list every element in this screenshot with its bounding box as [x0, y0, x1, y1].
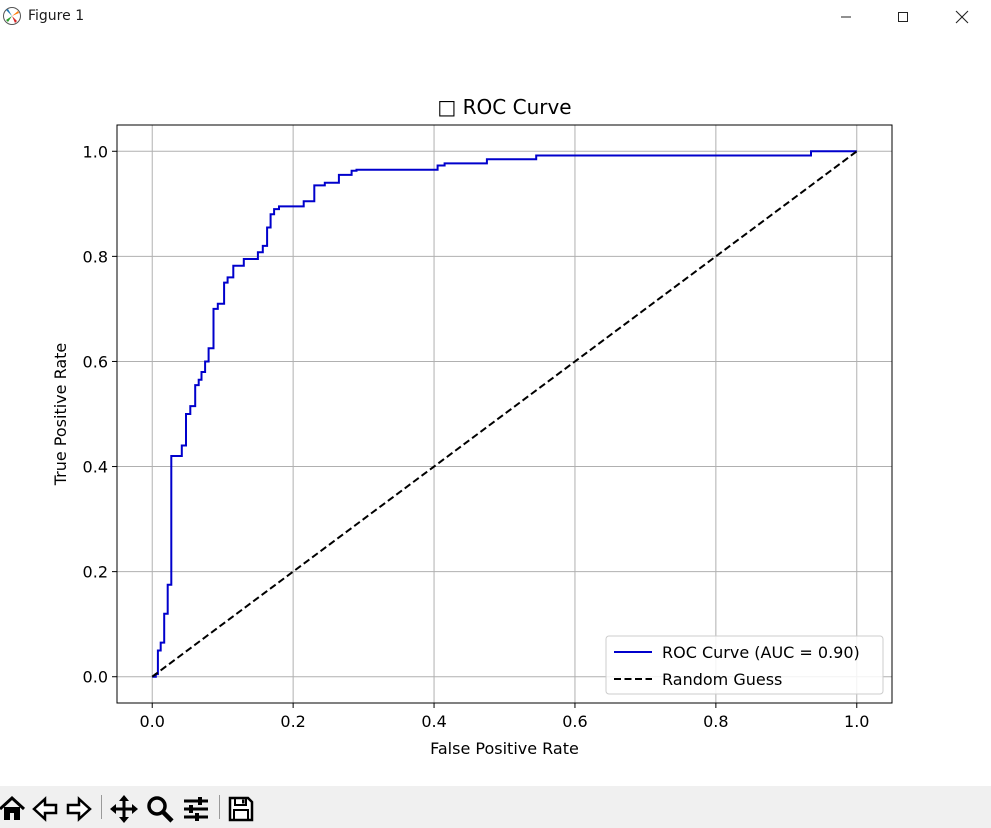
x-tick-label: 0.2	[280, 712, 305, 731]
window-titlebar: Figure 1	[0, 0, 991, 34]
random-guess-line	[151, 150, 858, 678]
x-tick-label: 0.4	[421, 712, 446, 731]
maximize-button[interactable]	[874, 0, 932, 34]
y-tick-label: 0.4	[83, 458, 108, 477]
y-tick-label: 0.6	[83, 352, 108, 371]
minimize-button[interactable]	[817, 0, 875, 34]
close-button[interactable]	[933, 0, 991, 34]
back-button[interactable]	[30, 794, 60, 824]
floppy-disk-icon	[228, 796, 254, 822]
magnifier-icon	[147, 796, 174, 823]
forward-button[interactable]	[64, 794, 94, 824]
back-arrow-icon	[32, 796, 58, 822]
chart-title: □ ROC Curve	[437, 95, 571, 119]
axes-frame	[116, 124, 893, 704]
zoom-button[interactable]	[145, 794, 175, 824]
matplotlib-app-icon	[2, 6, 22, 26]
y-tick-label: 0.8	[83, 247, 108, 266]
y-axis-label: True Positive Rate	[51, 343, 70, 487]
move-icon	[110, 795, 138, 823]
configure-subplots-button[interactable]	[181, 794, 211, 824]
series-lines	[151, 150, 858, 678]
close-icon	[955, 10, 969, 24]
legend-label-roc: ROC Curve (AUC = 0.90)	[662, 643, 860, 662]
axis-ticks: 0.0 0.2 0.4 0.6 0.8 1.0 0.0 0.2 0.4 0.6 0.8 1.0	[83, 142, 870, 731]
maximize-icon	[898, 12, 908, 22]
window-title: Figure 1	[28, 8, 85, 24]
roc-curve-line	[152, 150, 857, 678]
y-tick-label: 0.2	[83, 563, 108, 582]
roc-chart: 0.0 0.2 0.4 0.6 0.8 1.0 0.0 0.2 0.4 0.6 0.8 1.0 □ R…	[51, 95, 893, 758]
pan-button[interactable]	[109, 794, 139, 824]
home-icon	[0, 795, 26, 820]
save-button[interactable]	[226, 794, 256, 824]
forward-arrow-icon	[66, 796, 92, 822]
x-tick-label: 0.8	[703, 712, 728, 731]
toolbar-separator	[101, 795, 102, 819]
navigation-toolbar	[0, 786, 991, 828]
minimize-icon	[841, 16, 851, 18]
figure-canvas[interactable]: 0.0 0.2 0.4 0.6 0.8 1.0 0.0 0.2 0.4 0.6 0.8 1.0 □ R…	[0, 34, 991, 786]
legend: ROC Curve (AUC = 0.90) Random Guess	[605, 635, 884, 695]
legend-box	[605, 635, 884, 695]
x-axis-label: False Positive Rate	[430, 739, 579, 758]
y-tick-label: 0.0	[83, 668, 108, 687]
x-tick-label: 0.6	[562, 712, 587, 731]
y-tick-label: 1.0	[83, 142, 108, 161]
sliders-icon	[184, 797, 208, 821]
home-button[interactable]	[0, 794, 27, 824]
x-tick-label: 1.0	[844, 712, 869, 731]
legend-label-random: Random Guess	[662, 670, 782, 689]
toolbar-separator	[219, 795, 220, 819]
x-tick-label: 0.0	[140, 712, 165, 731]
